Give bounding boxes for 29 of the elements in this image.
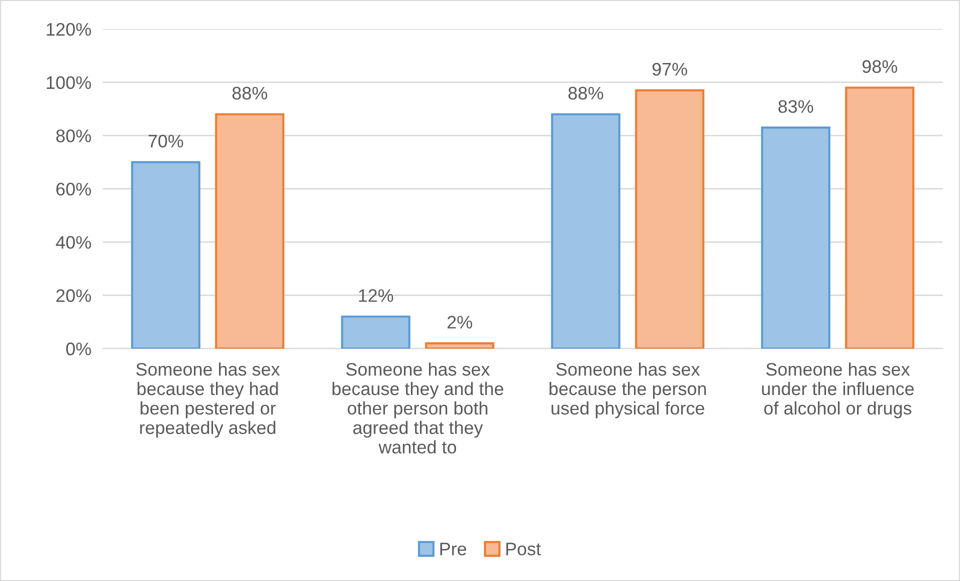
bar: [131, 161, 200, 349]
x-tick-label: Someone has sex because the person used physical force: [550, 362, 706, 418]
bar: [845, 86, 914, 349]
bar: [551, 113, 620, 349]
x-tick-label: Someone has sex under the influence of alcohol or drugs: [762, 362, 914, 418]
y-tick-label: 20%: [56, 289, 91, 302]
legend-label: Pre: [440, 542, 466, 556]
y-tick-label: 100%: [46, 76, 91, 90]
data-label: 97%: [652, 62, 688, 76]
y-tick-label: 60%: [56, 182, 91, 196]
bar: [425, 342, 494, 349]
y-tick-label: 40%: [56, 236, 91, 249]
bar: [761, 126, 830, 349]
bar: [215, 113, 284, 349]
data-label: 70%: [148, 134, 184, 148]
data-label: 2%: [448, 316, 472, 329]
y-tick-label: 0%: [66, 342, 91, 356]
legend-label: Post: [506, 542, 541, 556]
bar: [341, 316, 410, 349]
data-label: 88%: [568, 86, 604, 100]
y-tick-label: 80%: [56, 130, 91, 142]
x-tick-label: Someone has sex because they had been pestered or repeatedly asked: [136, 362, 280, 438]
x-tick-label: Someone has sex because they and the other person both agreed that they wanted to: [332, 362, 504, 454]
data-label: 83%: [778, 100, 814, 113]
data-label: 88%: [232, 86, 268, 100]
data-label: 98%: [862, 60, 898, 73]
bar: [635, 89, 704, 349]
y-tick-label: 120%: [46, 22, 91, 36]
data-label: 12%: [359, 289, 394, 302]
